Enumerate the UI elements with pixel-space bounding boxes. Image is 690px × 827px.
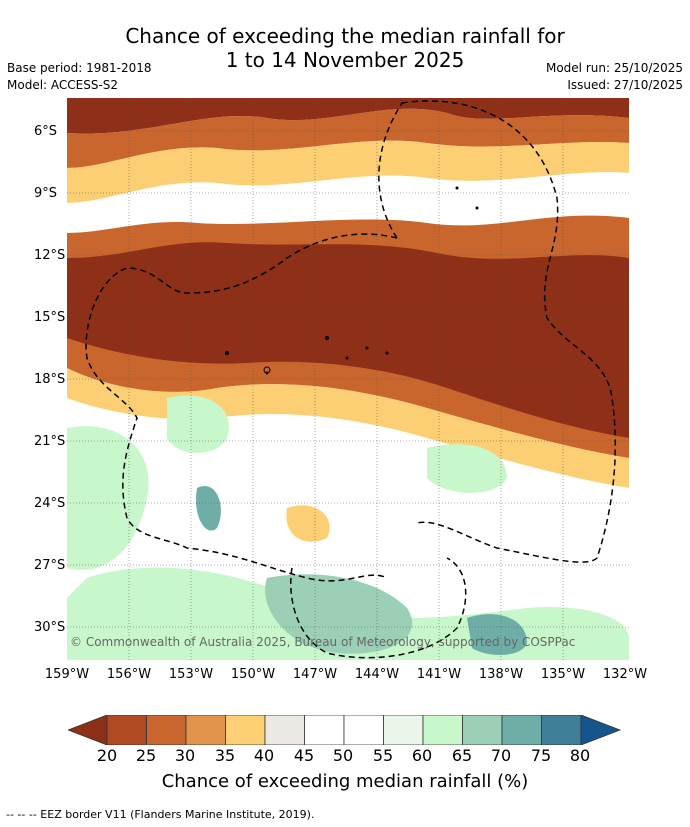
gridlines	[67, 98, 629, 660]
colorbar-label: 80	[569, 746, 591, 765]
lat-label: 24°S	[34, 496, 66, 511]
north-light-band	[67, 140, 629, 203]
rainfall-map	[67, 98, 629, 660]
lat-label: 21°S	[34, 434, 66, 449]
map-title: Chance of exceeding the median rainfall …	[0, 24, 690, 72]
colorbar-label: 50	[332, 746, 354, 765]
colorbar-label: 45	[293, 746, 315, 765]
green-patch-south-3	[265, 574, 413, 654]
colorbar-segment	[264, 715, 305, 745]
lon-label: 150°W	[230, 667, 276, 682]
lat-label: 6°S	[34, 124, 58, 139]
north-white-band	[67, 172, 629, 233]
colorbar-label: 25	[135, 746, 157, 765]
copyright-notice: © Commonwealth of Australia 2025, Bureau…	[70, 635, 576, 649]
model-name: Model: ACCESS-S2	[7, 78, 119, 92]
colorbar-segment	[501, 715, 542, 745]
colorbar-segment	[106, 715, 147, 745]
meta-left: Base period: 1981-2018 Model: ACCESS-S2	[7, 60, 152, 94]
lon-label: 153°W	[168, 667, 214, 682]
lon-label: 138°W	[478, 667, 524, 682]
lon-label: 135°W	[540, 667, 586, 682]
lat-label: 27°S	[34, 558, 66, 573]
lat-label: 15°S	[34, 310, 66, 325]
colorbar-arrow-high	[580, 715, 622, 745]
colorbar-label: 40	[253, 746, 275, 765]
colorbar-label: 75	[530, 746, 552, 765]
lon-label: 141°W	[416, 667, 462, 682]
colorbar-label: 60	[411, 746, 433, 765]
title-line-2: 1 to 14 November 2025	[225, 48, 465, 72]
lon-label: 156°W	[106, 667, 152, 682]
colorbar-segment	[422, 715, 463, 745]
colorbar-segment	[343, 715, 384, 745]
colorbar-segment	[185, 715, 226, 745]
blue-patch-south	[467, 614, 527, 655]
lon-label: 147°W	[292, 667, 338, 682]
colorbar-segment	[146, 715, 187, 745]
north-dry-band	[67, 98, 629, 134]
lat-label: 30°S	[34, 620, 66, 635]
colorbar-segment	[462, 715, 503, 745]
lat-label: 9°S	[34, 186, 58, 201]
lon-label: 144°W	[354, 667, 400, 682]
colorbar-segment	[383, 715, 424, 745]
yellow-patch-south	[286, 505, 330, 542]
colorbar-segment	[304, 715, 345, 745]
colorbar	[68, 715, 622, 745]
base-period: Base period: 1981-2018	[7, 61, 152, 75]
colorbar-label: 65	[451, 746, 473, 765]
issued-date: Issued: 27/10/2025	[567, 78, 683, 92]
title-line-1: Chance of exceeding the median rainfall …	[125, 24, 565, 48]
colorbar-label: 35	[214, 746, 236, 765]
lat-label: 18°S	[34, 372, 66, 387]
green-patch-south-4	[167, 395, 229, 453]
colorbar-title: Chance of exceeding median rainfall (%)	[161, 771, 529, 792]
colorbar-label: 20	[96, 746, 118, 765]
meta-right: Model run: 25/10/2025 Issued: 27/10/2025	[546, 60, 683, 94]
colorbar-segment	[541, 715, 582, 745]
colorbar-label: 55	[372, 746, 394, 765]
green-patch-south-5	[427, 444, 507, 493]
model-run: Model run: 25/10/2025	[545, 61, 683, 75]
lat-label: 12°S	[34, 248, 66, 263]
blue-patch-mid	[196, 486, 221, 531]
colorbar-segment	[225, 715, 266, 745]
colorbar-arrow-low	[68, 715, 108, 745]
colorbar-label: 70	[490, 746, 512, 765]
colorbar-label: 30	[174, 746, 196, 765]
islands	[225, 186, 479, 375]
north-mid-band	[67, 108, 629, 168]
southern-light-edge	[67, 368, 629, 488]
eez-borders	[85, 100, 617, 659]
lon-label: 132°W	[602, 667, 648, 682]
lon-label: 159°W	[44, 667, 90, 682]
main-band-inner	[67, 242, 629, 438]
eez-footnote: -- -- -- EEZ border V11 (Flanders Marine…	[6, 808, 315, 821]
green-patch-south-1	[67, 426, 149, 570]
